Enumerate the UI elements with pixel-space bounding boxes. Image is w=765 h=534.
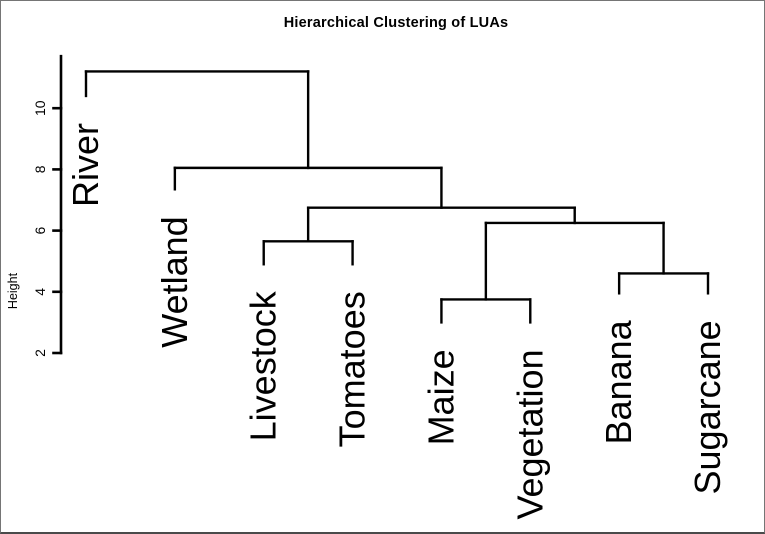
leaf-label-wetland: Wetland	[154, 216, 195, 347]
leaf-label-sugarcane: Sugarcane	[687, 320, 728, 494]
y-tick-label: 8	[32, 165, 48, 173]
y-tick-label: 4	[32, 288, 48, 296]
chart-title: Hierarchical Clustering of LUAs	[283, 15, 509, 31]
leaf-label-livestock: Livestock	[243, 290, 284, 441]
leaf-label-banana: Banana	[598, 319, 639, 444]
leaf-label-maize: Maize	[420, 349, 461, 445]
y-tick-label: 10	[32, 100, 48, 116]
leaf-label-river: River	[65, 123, 106, 207]
y-tick-label: 2	[32, 349, 48, 357]
leaf-label-vegetation: Vegetation	[509, 349, 550, 519]
leaf-label-tomatoes: Tomatoes	[332, 291, 373, 447]
y-tick-label: 6	[32, 226, 48, 234]
